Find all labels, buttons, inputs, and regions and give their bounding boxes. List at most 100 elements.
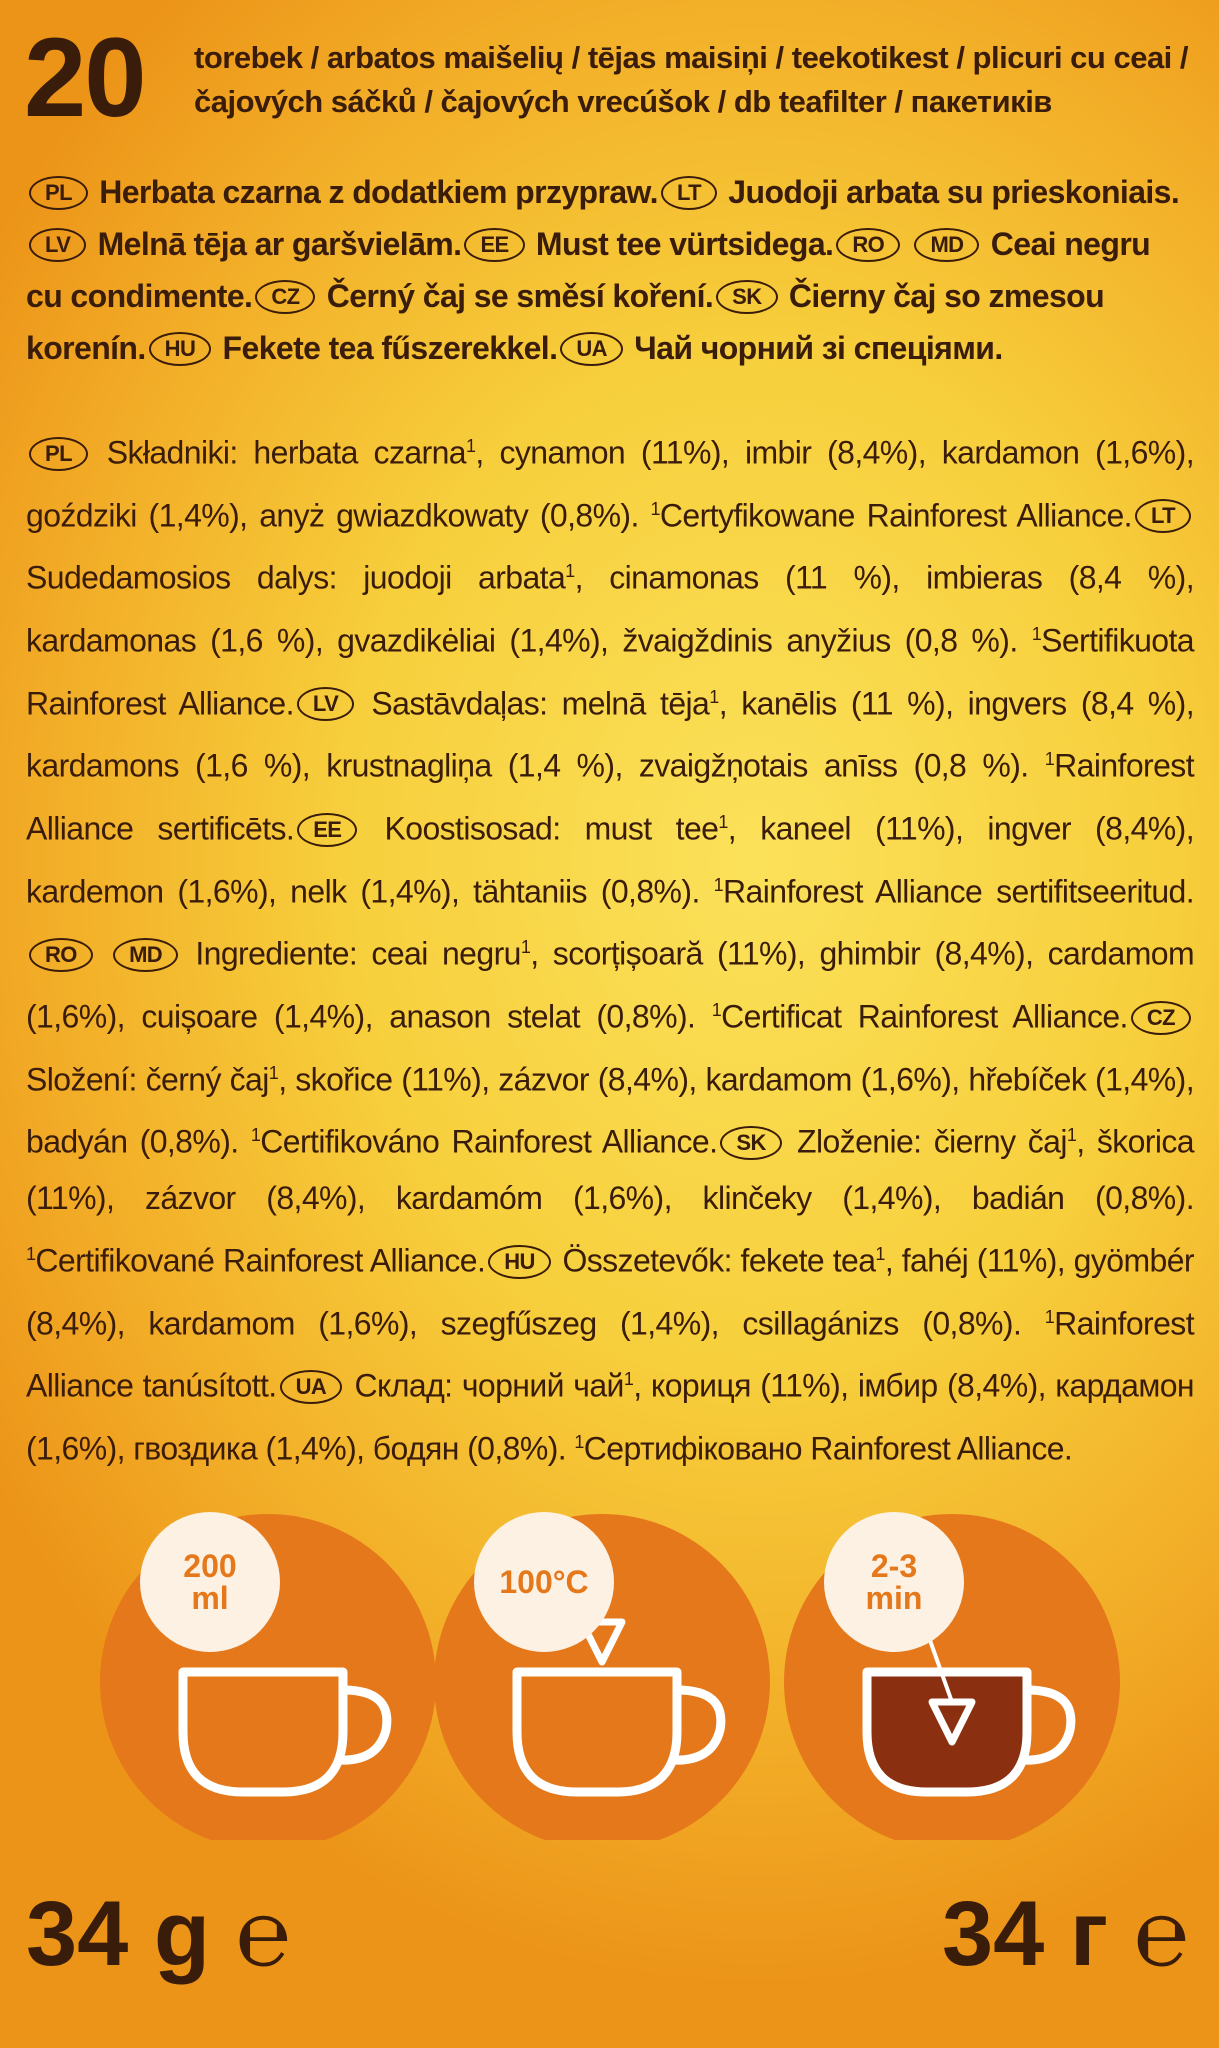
label-circle <box>140 1512 280 1652</box>
text: Must tee vürtsidega. <box>535 226 834 262</box>
footnote-mark: 1 <box>875 1243 885 1264</box>
estimated-sign: ℮ <box>235 1883 291 1985</box>
footnote-mark: 1 <box>268 1062 279 1083</box>
text: Fekete tea fűszerekkel. <box>222 330 558 366</box>
language-badge: LV <box>296 687 355 722</box>
text: Certifikováno Rainforest Alliance. <box>260 1123 718 1160</box>
bag-count: 20 <box>24 15 147 140</box>
weight: 34 г <box>942 1883 1109 1985</box>
text: Čierny čaj so zmesou korenín. <box>26 278 1105 366</box>
text: Sertifikuota Rainforest Alliance. <box>26 622 1195 722</box>
language-badge: MD <box>113 937 179 972</box>
text: , kaneel (11%), ingver (8,4%), kardemon … <box>26 810 1195 910</box>
footnote-mark: 1 <box>574 1431 584 1452</box>
footnote-mark: 1 <box>26 1243 36 1264</box>
text: Černý čaj se směsí koření. <box>326 278 714 314</box>
footnote-mark: 1 <box>1031 623 1042 644</box>
icon-label: ml <box>191 1580 228 1616</box>
footnote-mark: 1 <box>520 937 531 958</box>
language-badge: EE <box>297 812 358 847</box>
footnote-mark: 1 <box>250 1125 261 1146</box>
footnote-mark: 1 <box>709 686 719 707</box>
text: Certifikované Rainforest Alliance. <box>35 1242 486 1279</box>
language-badge: UA <box>279 1369 343 1404</box>
language-badge: SK <box>716 280 778 314</box>
language-badge: PL <box>29 436 88 471</box>
cup-handle <box>671 1685 726 1765</box>
icon-label: 100°C <box>499 1564 588 1600</box>
text: Složení: černý čaj <box>26 1061 269 1098</box>
text: , kanēlis (11 %), ingvers (8,4 %), karda… <box>26 685 1195 784</box>
text: , skořice (11%), zázvor (8,4%), kardamom… <box>26 1061 1195 1160</box>
cup <box>178 1667 348 1797</box>
language-badge: SK <box>720 1125 782 1160</box>
text: , cynamon (11%), imbir (8,4%), kardamon … <box>26 434 1195 534</box>
text: Certificat Rainforest Alliance. <box>721 998 1128 1035</box>
ingredients: PL Składniki: herbata czarna1, cynamon (… <box>26 418 1195 1477</box>
weight-left: 34 g ℮ <box>26 1888 291 1980</box>
weight-right: 34 г ℮ <box>942 1888 1189 1980</box>
language-badge: UA <box>560 332 623 366</box>
footnote-mark: 1 <box>466 436 476 456</box>
language-badge: RO <box>29 937 93 972</box>
text: Rainforest Alliance tanúsított. <box>26 1305 1195 1404</box>
text: Összetevők: fekete tea <box>562 1242 876 1279</box>
language-badge: MD <box>914 228 980 262</box>
footnote-mark: 1 <box>565 561 575 582</box>
footnote-mark: 1 <box>713 874 724 895</box>
text: Rainforest Alliance sertifitseeritud. <box>723 873 1195 910</box>
text: Склад: чорний чай <box>354 1367 625 1404</box>
text: , fahéj (11%), gyömbér (8,4%), kardamom … <box>26 1242 1195 1342</box>
text: , škorica (11%), zázvor (8,4%), kardamóm… <box>26 1123 1195 1216</box>
footnote-mark: 1 <box>1066 1125 1077 1146</box>
cup <box>862 1667 1032 1797</box>
text: Sudedamosios dalys: juodoji arbata <box>26 559 566 596</box>
text: Certyfikowane Rainforest Alliance. <box>659 497 1133 534</box>
footnote-mark: 1 <box>650 498 661 519</box>
estimated-sign: ℮ <box>1133 1883 1189 1985</box>
language-badge: HU <box>488 1244 551 1279</box>
icon-label: min <box>866 1580 923 1616</box>
text: Ingrediente: ceai negru <box>195 935 521 972</box>
cup <box>512 1667 682 1797</box>
text: Juodoji arbata su prieskoniais. <box>728 174 1180 210</box>
language-badge: RO <box>836 228 901 262</box>
description: PL Herbata czarna z dodatkiem przypraw. L… <box>26 166 1194 374</box>
label-circle <box>474 1512 614 1652</box>
text: Herbata czarna z dodatkiem przypraw. <box>99 174 658 210</box>
text: Koostisosad: must tee <box>384 810 719 847</box>
footnote-mark: 1 <box>1044 749 1055 770</box>
icon-label: 2-3 <box>871 1548 917 1584</box>
weight: 34 g <box>26 1883 211 1985</box>
text: Melnā tēja ar garšvielām. <box>97 226 462 262</box>
text: Rainforest Alliance sertificēts. <box>26 747 1195 847</box>
label-circle <box>824 1512 964 1652</box>
text: , scorțișoară (11%), ghimbir (8,4%), car… <box>26 935 1195 1035</box>
language-badge: CZ <box>255 280 316 314</box>
language-badge: LT <box>1134 499 1191 534</box>
footnote-mark: 1 <box>711 999 722 1020</box>
icon-label: 200 <box>183 1548 236 1584</box>
language-badge: LT <box>660 176 717 210</box>
text: , cinamonas (11 %), imbieras (8,4 %), ka… <box>26 559 1195 659</box>
cup-handle <box>1021 1685 1076 1765</box>
language-badge: PL <box>29 176 88 210</box>
text: , кориця (11%), імбир (8,4%), кардамон (… <box>26 1367 1195 1467</box>
footnote-mark: 1 <box>718 811 728 832</box>
text: Składniki: herbata czarna <box>106 434 467 471</box>
text: Чай чорний зі спеціями. <box>634 330 1003 366</box>
language-badge: LV <box>29 228 87 262</box>
text: Сертифіковано Rainforest Alliance. <box>583 1430 1073 1467</box>
bag-count-text: torebek / arbatos maišelių / tējas maisi… <box>194 40 1189 119</box>
cup-handle <box>337 1685 392 1765</box>
footnote-mark: 1 <box>1044 1306 1055 1327</box>
text: Zloženie: čierny čaj <box>797 1123 1067 1160</box>
language-badge: HU <box>148 332 212 366</box>
footnote-mark: 1 <box>623 1369 634 1390</box>
text: Sastāvdaļas: melnā tēja <box>371 685 710 722</box>
language-badge: CZ <box>1130 1000 1191 1035</box>
language-badge: EE <box>464 228 525 262</box>
text: Ceai negru cu condimente. <box>26 226 1151 314</box>
